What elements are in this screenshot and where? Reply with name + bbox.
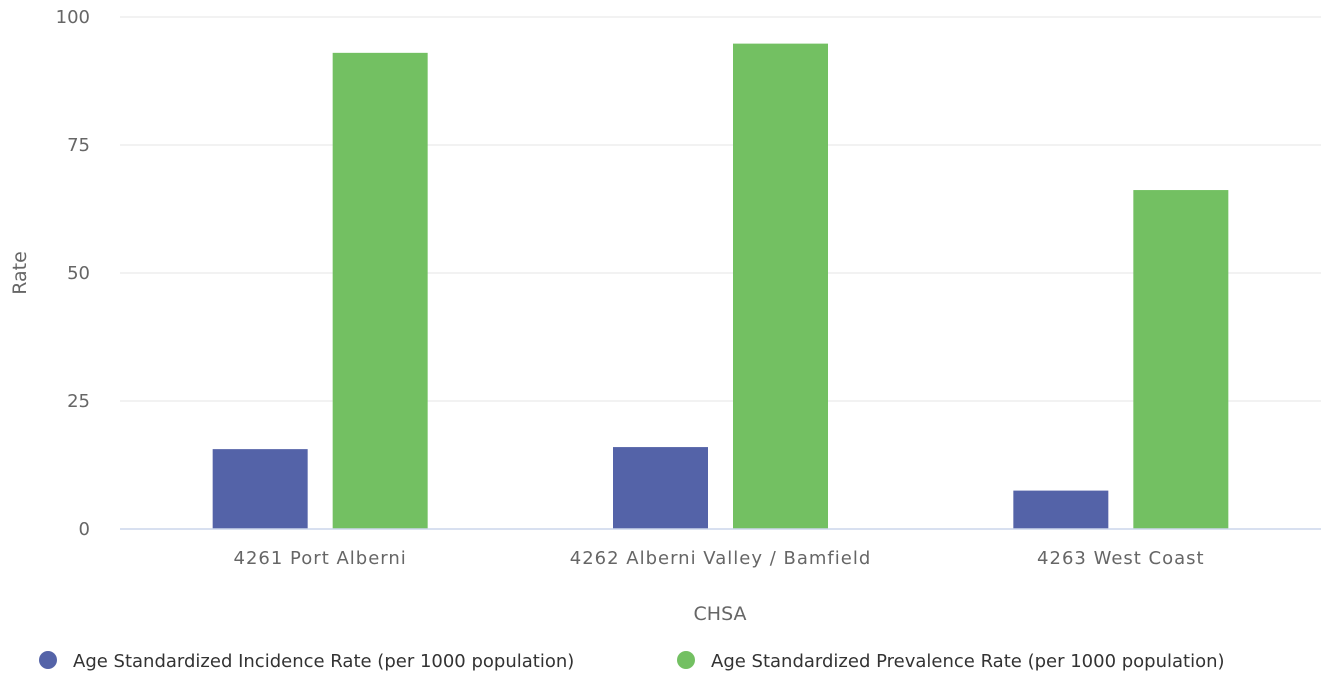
y-tick-label: 25 <box>67 391 90 412</box>
y-axis-title: Rate <box>9 251 31 295</box>
legend-item[interactable]: Age Standardized Prevalence Rate (per 10… <box>677 651 1225 672</box>
bar-incidence[interactable] <box>613 447 708 529</box>
x-axis-ticks: 4261 Port Alberni 4262 Alberni Valley / B… <box>234 548 1205 569</box>
x-axis-title: CHSA <box>694 603 747 625</box>
bars <box>212 43 1229 530</box>
y-tick-label: 50 <box>67 263 90 284</box>
bar-incidence[interactable] <box>1013 490 1109 529</box>
grid <box>120 16 1321 402</box>
legend-item[interactable]: Age Standardized Incidence Rate (per 100… <box>39 651 574 672</box>
bar-incidence[interactable] <box>212 449 308 529</box>
legend-marker <box>677 651 695 669</box>
bar-prevalence[interactable] <box>1133 190 1229 529</box>
legend-label: Age Standardized Prevalence Rate (per 10… <box>711 651 1225 672</box>
bar-prevalence[interactable] <box>733 43 828 530</box>
legend-marker <box>39 651 57 669</box>
x-tick-label: 4261 Port Alberni <box>234 548 407 569</box>
legend: Age Standardized Incidence Rate (per 100… <box>39 651 1225 672</box>
bar-prevalence[interactable] <box>332 52 428 530</box>
x-tick-label: 4263 West Coast <box>1037 548 1205 569</box>
legend-label: Age Standardized Incidence Rate (per 100… <box>73 651 574 672</box>
y-tick-label: 0 <box>79 519 90 540</box>
y-tick-label: 100 <box>56 7 90 28</box>
y-tick-label: 75 <box>67 135 90 156</box>
y-axis-ticks: 0 25 50 75 100 <box>56 7 90 540</box>
x-tick-label: 4262 Alberni Valley / Bamfield <box>570 548 872 569</box>
